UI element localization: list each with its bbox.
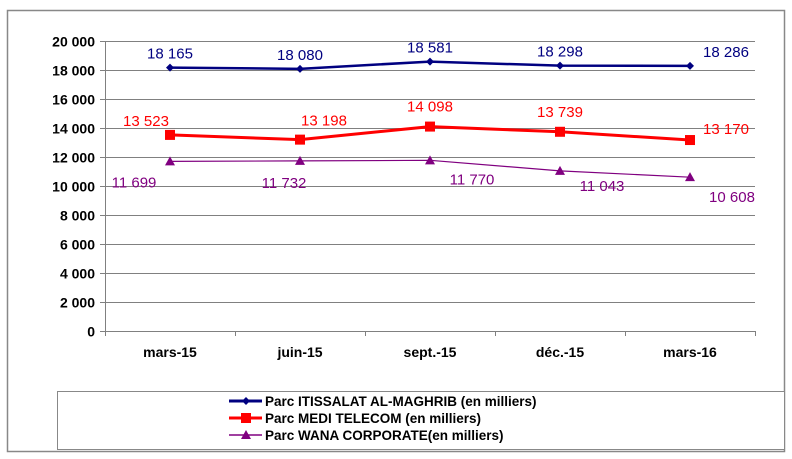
data-label: 14 098 — [407, 99, 453, 116]
data-label: 18 286 — [703, 44, 749, 61]
data-point-triangle — [555, 165, 565, 175]
data-label: 11 699 — [112, 174, 157, 191]
data-point-square — [425, 121, 435, 132]
data-label: 18 298 — [537, 44, 583, 61]
data-point-diamond — [686, 61, 694, 70]
data-point-square — [241, 413, 251, 423]
x-tick-label: mars-15 — [143, 344, 197, 360]
legend-label: Parc ITISSALAT AL-MAGHRIB (en milliers) — [265, 394, 537, 409]
data-point-triangle — [241, 430, 251, 439]
data-point-diamond — [242, 397, 250, 405]
legend: Parc ITISSALAT AL-MAGHRIB (en milliers) P… — [229, 394, 537, 443]
series-3: 11 699 11 732 11 770 11 043 10 608 — [112, 155, 755, 206]
data-label: 13 523 — [123, 113, 169, 130]
data-label: 13 198 — [301, 113, 347, 130]
x-tick-label: mars-16 — [663, 344, 717, 360]
y-tick-label: 12 000 — [52, 150, 95, 166]
data-label: 18 080 — [277, 47, 323, 64]
data-label: 13 170 — [703, 121, 749, 138]
data-point-triangle — [425, 155, 435, 165]
legend-label: Parc MEDI TELECOM (en milliers) — [265, 411, 481, 426]
x-tick-label: déc.-15 — [536, 344, 584, 360]
data-label: 10 608 — [709, 189, 755, 206]
y-tick-label: 8 000 — [60, 208, 95, 224]
chart-frame — [6, 9, 786, 453]
series-1: 18 165 18 080 18 581 18 298 18 286 — [147, 40, 749, 73]
data-point-triangle — [165, 156, 175, 166]
data-point-triangle — [685, 172, 695, 182]
y-tick-label: 20 000 — [52, 34, 95, 50]
legend-label: Parc WANA CORPORATE(en milliers) — [265, 428, 504, 443]
data-label: 13 739 — [537, 104, 583, 121]
data-point-square — [555, 126, 565, 137]
data-point-diamond — [426, 57, 434, 66]
data-label: 11 043 — [580, 178, 625, 195]
x-tick-label: sept.-15 — [404, 344, 457, 360]
y-tick-label: 4 000 — [60, 266, 95, 282]
data-point-diamond — [296, 64, 304, 73]
y-tick-label: 14 000 — [52, 121, 95, 137]
data-point-square — [685, 135, 695, 146]
y-tick-label: 18 000 — [52, 63, 95, 79]
y-tick-label: 16 000 — [52, 92, 95, 108]
x-tick-label: juin-15 — [276, 344, 322, 360]
data-label: 18 165 — [147, 46, 193, 63]
y-tick-label: 6 000 — [60, 237, 95, 253]
data-point-triangle — [295, 155, 305, 165]
data-point-diamond — [556, 61, 564, 70]
legend-box — [57, 391, 785, 450]
y-tick-label: 0 — [87, 324, 95, 340]
data-label: 18 581 — [407, 40, 453, 57]
data-point-square — [295, 134, 305, 145]
series-2: 13 523 13 198 14 098 13 739 13 170 — [123, 99, 749, 146]
data-point-diamond — [166, 63, 174, 72]
y-tick-label: 10 000 — [52, 179, 95, 195]
data-label: 11 770 — [450, 171, 495, 188]
data-label: 11 732 — [262, 175, 307, 192]
y-tick-label: 2 000 — [60, 295, 95, 311]
data-point-square — [165, 129, 175, 140]
